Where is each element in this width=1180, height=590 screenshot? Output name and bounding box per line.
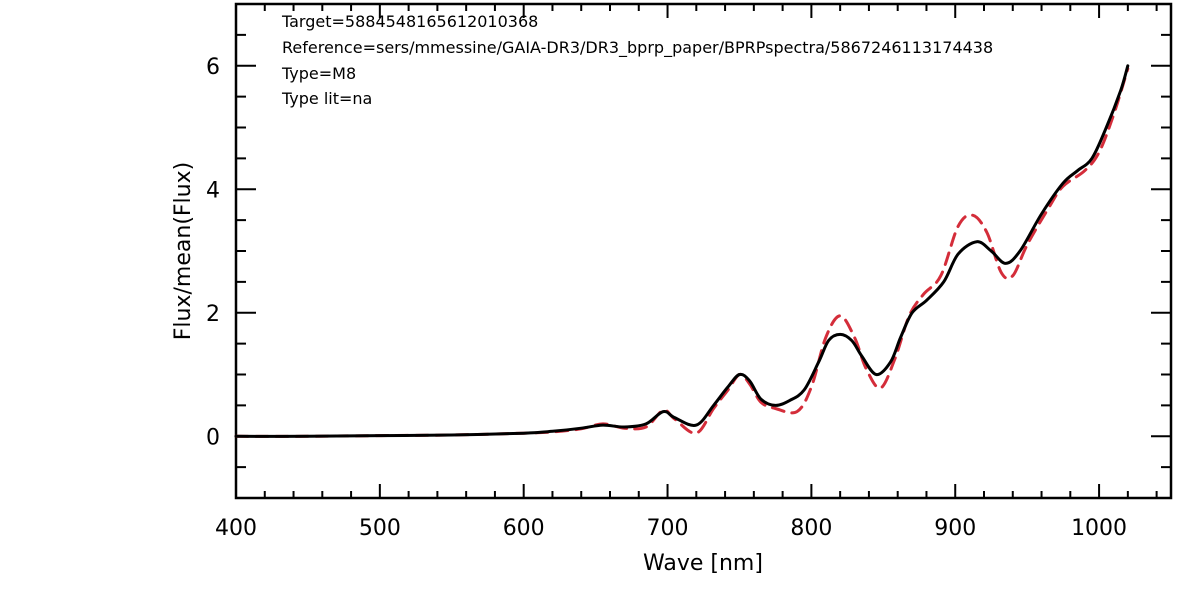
annotation-block: Target=5884548165612010368 Reference=ser…	[281, 12, 993, 108]
axis-ticks	[235, 3, 1171, 499]
y-tick-label: 6	[206, 55, 220, 80]
x-tick-label: 700	[647, 516, 689, 541]
series-layer	[234, 64, 1130, 438]
x-tick-label: 400	[215, 516, 257, 541]
axis-tick-labels: 400 500 600 700 800 900 1000 0 2 4 6	[206, 55, 1127, 541]
x-tick-label: 500	[359, 516, 401, 541]
y-tick-label: 0	[206, 425, 220, 450]
annotation-type-lit: Type lit=na	[281, 89, 372, 108]
x-tick-label: 800	[790, 516, 832, 541]
x-tick-label: 600	[503, 516, 545, 541]
annotation-type: Type=M8	[281, 64, 356, 83]
series-line-dashed	[234, 67, 1130, 438]
annotation-target: Target=5884548165612010368	[281, 12, 538, 31]
y-tick-label: 4	[206, 178, 220, 203]
x-tick-label: 1000	[1071, 516, 1127, 541]
annotation-reference: Reference=sers/mmessine/GAIA-DR3/DR3_bpr…	[282, 38, 993, 58]
series-line-solid	[234, 64, 1130, 438]
y-axis-title: Flux/mean(Flux)	[171, 162, 196, 340]
x-axis-title: Wave [nm]	[643, 551, 763, 576]
x-tick-label: 900	[934, 516, 976, 541]
y-tick-label: 2	[206, 302, 220, 327]
